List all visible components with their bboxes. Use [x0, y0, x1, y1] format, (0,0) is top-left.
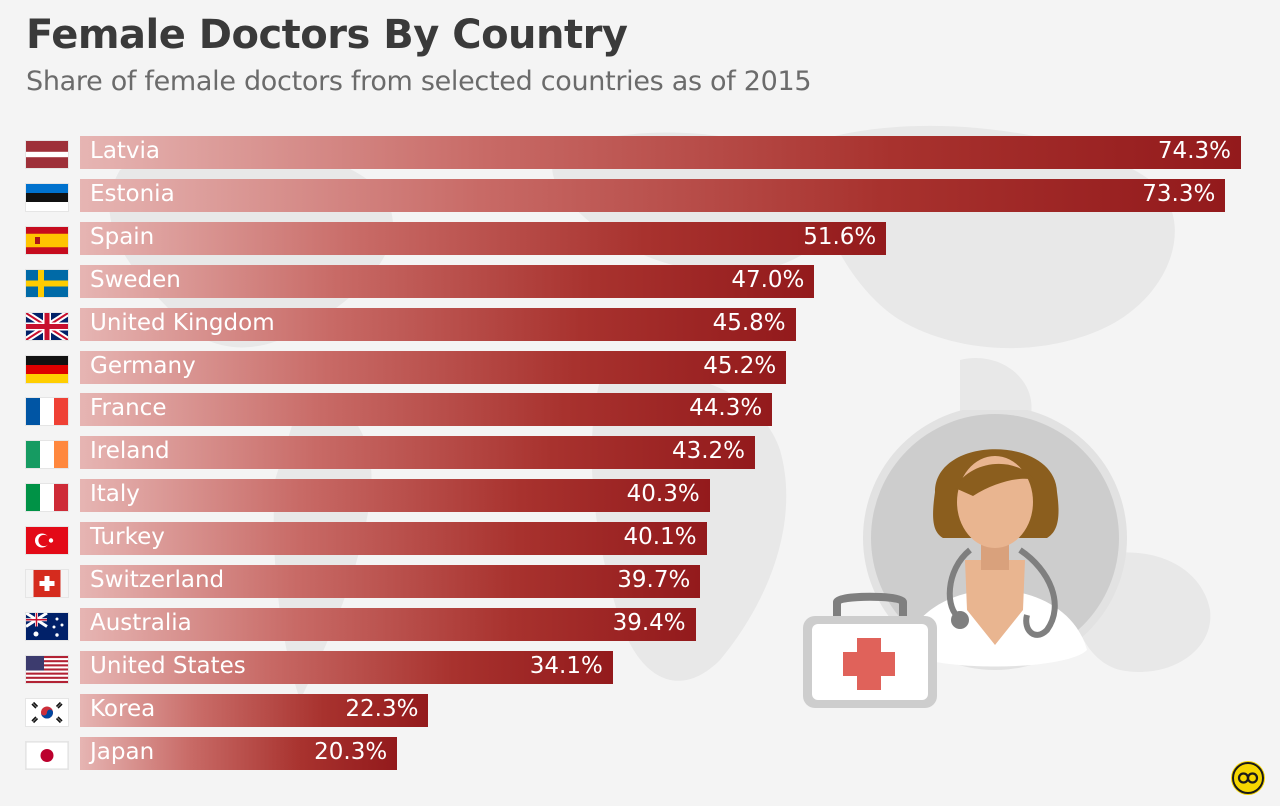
germany-flag-icon [26, 355, 68, 383]
female-doctor-icon [803, 410, 1127, 708]
category-label: United States [90, 652, 246, 679]
bar: Ireland 43.2% [80, 436, 756, 470]
bar-row: Estonia 73.3% [0, 178, 1280, 212]
value-label: 73.3% [1142, 180, 1216, 207]
bar-row: Korea 22.3% [0, 693, 1280, 727]
bar-row: Switzerland 39.7% [0, 565, 1280, 598]
bar: Latvia 74.3% [80, 136, 1241, 169]
bar: Australia 39.4% [80, 607, 696, 641]
value-label: 39.7% [617, 567, 691, 593]
japan-flag-icon [26, 741, 68, 769]
value-label: 34.1% [529, 652, 603, 679]
bar: Sweden 47.0% [80, 264, 815, 298]
chart-title: Female Doctors By Country [26, 12, 628, 58]
bar: Spain 51.6% [80, 221, 887, 255]
value-label: 43.2% [671, 438, 746, 465]
bar-row: Germany 45.2% [0, 350, 1280, 384]
bar-row: United Kingdom 45.8% [0, 307, 1280, 341]
bar: Turkey 40.1% [80, 522, 707, 556]
category-label: Australia [90, 609, 192, 636]
category-label: Spain [90, 223, 155, 250]
bar-row: France 44.3% [0, 393, 1280, 427]
switzerland-flag-icon [26, 570, 68, 597]
bar: France 44.3% [80, 393, 773, 427]
spain-flag-icon [26, 226, 68, 254]
italy-flag-icon [26, 484, 68, 512]
statista-logo-icon[interactable] [1230, 760, 1266, 796]
latvia-flag-icon [26, 141, 68, 168]
category-label: Latvia [90, 138, 161, 164]
category-label: Japan [90, 738, 155, 765]
category-label: Germany [90, 352, 196, 379]
value-label: 51.6% [803, 223, 877, 250]
korea-flag-icon [26, 698, 68, 726]
bar-row: Italy 40.3% [0, 479, 1280, 513]
uk-flag-icon [26, 312, 68, 340]
france-flag-icon [26, 398, 68, 426]
value-label: 47.0% [731, 266, 805, 293]
bar-row: Latvia 74.3% [0, 136, 1280, 169]
bar: Italy 40.3% [80, 479, 710, 513]
bar-row: Japan 20.3% [0, 736, 1280, 770]
category-label: Switzerland [90, 567, 225, 593]
value-label: 22.3% [345, 695, 419, 722]
bar: United Kingdom 45.8% [80, 307, 796, 341]
bar: Korea 22.3% [80, 693, 429, 727]
category-label: Estonia [90, 180, 175, 207]
value-label: 74.3% [1157, 138, 1231, 164]
bar: United States 34.1% [80, 650, 613, 684]
category-label: Italy [90, 481, 140, 508]
bar-row: United States 34.1% [0, 650, 1280, 684]
category-label: France [90, 395, 167, 422]
bar: Switzerland 39.7% [80, 565, 701, 598]
australia-flag-icon [26, 612, 68, 640]
bar-row: Turkey 40.1% [0, 522, 1280, 556]
chart-subtitle: Share of female doctors from selected co… [26, 66, 812, 97]
category-label: Sweden [90, 266, 181, 293]
ireland-flag-icon [26, 441, 68, 469]
value-label: 40.3% [626, 481, 700, 508]
value-label: 44.3% [689, 395, 763, 422]
usa-flag-icon [26, 655, 68, 683]
category-label: Ireland [90, 438, 170, 465]
value-label: 45.8% [712, 309, 786, 336]
category-label: Turkey [90, 524, 165, 551]
category-label: United Kingdom [90, 309, 275, 336]
bar: Estonia 73.3% [80, 178, 1226, 212]
sweden-flag-icon [26, 269, 68, 297]
value-label: 40.1% [623, 524, 697, 551]
bar-row: Australia 39.4% [0, 607, 1280, 641]
value-label: 39.4% [612, 609, 686, 636]
bar-row: Ireland 43.2% [0, 436, 1280, 470]
bar-row: Spain 51.6% [0, 221, 1280, 255]
value-label: 20.3% [314, 738, 388, 765]
turkey-flag-icon [26, 527, 68, 555]
bar-row: Sweden 47.0% [0, 264, 1280, 298]
value-label: 45.2% [703, 352, 777, 379]
estonia-flag-icon [26, 183, 68, 211]
bar: Japan 20.3% [80, 736, 398, 770]
bar: Germany 45.2% [80, 350, 787, 384]
category-label: Korea [90, 695, 156, 722]
